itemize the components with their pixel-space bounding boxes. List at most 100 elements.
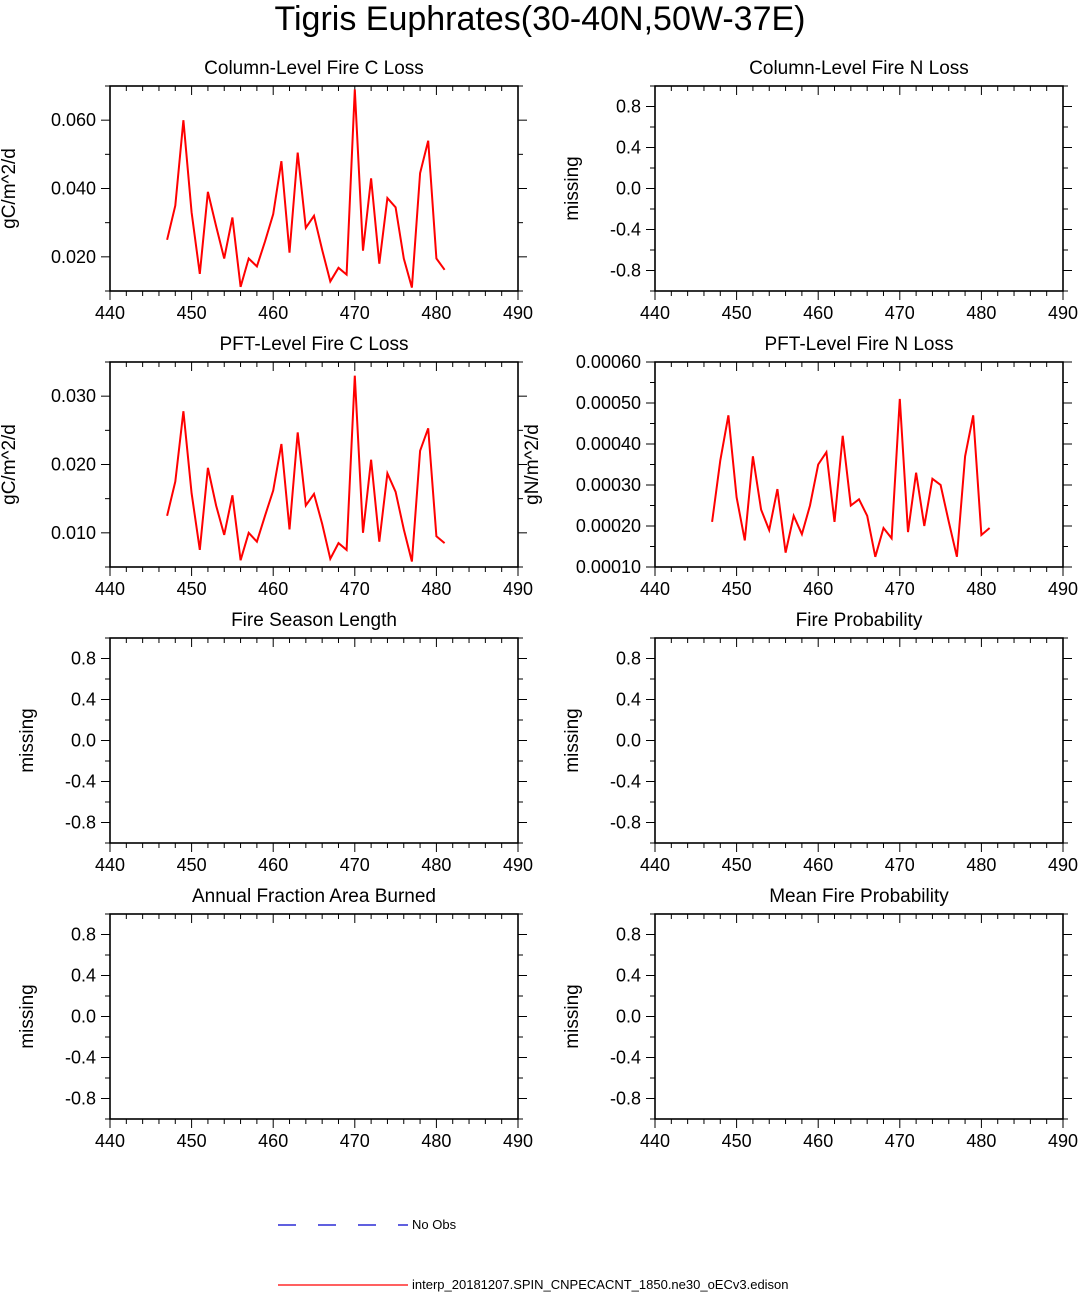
panel-mean-fire-probability: Mean Fire Probability 440 450 460 470 480 490 -…: [562, 886, 1078, 1151]
x-tick-label: 460: [258, 579, 288, 599]
x-tick-label: 450: [177, 303, 207, 323]
y-tick-label: 0.8: [71, 649, 96, 669]
panel-title: Column-Level Fire C Loss: [204, 58, 424, 79]
panel-title: Fire Probability: [796, 610, 923, 631]
x-tick-label: 470: [340, 303, 370, 323]
y-axis-label: missing: [562, 156, 583, 220]
y-tick-label: 0.00030: [576, 475, 641, 495]
x-tick-label: 450: [177, 1131, 207, 1151]
x-tick-label: 450: [177, 855, 207, 875]
y-tick-label: -0.4: [65, 772, 96, 792]
panel-fire-season-length: Fire Season Length 440 450 460 470 480 490 -0.8…: [17, 610, 533, 875]
y-tick-label: 0.0: [616, 731, 641, 751]
y-tick-label: 0.040: [51, 179, 96, 199]
y-tick-label: -0.8: [65, 813, 96, 833]
y-tick-label: -0.4: [610, 772, 641, 792]
x-tick-label: 460: [258, 1131, 288, 1151]
y-tick-label: -0.4: [610, 220, 641, 240]
y-tick-label: 0.060: [51, 110, 96, 130]
y-axis-label: missing: [562, 708, 583, 772]
plot-frame: [654, 85, 1064, 292]
x-tick-label: 480: [966, 303, 996, 323]
y-axis-label: gC/m^2/d: [0, 148, 20, 229]
x-tick-label: 490: [1048, 855, 1078, 875]
y-tick-label: 0.030: [51, 386, 96, 406]
y-tick-label: -0.8: [610, 1089, 641, 1109]
x-tick-label: 460: [803, 579, 833, 599]
legend-no-obs-label: No Obs: [412, 1217, 457, 1232]
plot-frame: [109, 85, 519, 292]
x-tick-label: 440: [95, 303, 125, 323]
plot-frame: [654, 637, 1064, 844]
x-tick-label: 470: [885, 579, 915, 599]
x-tick-label: 440: [95, 1131, 125, 1151]
plot-frame: [109, 361, 519, 568]
panel-title: Column-Level Fire N Loss: [749, 58, 969, 79]
x-tick-label: 470: [340, 1131, 370, 1151]
y-tick-label: 0.8: [71, 925, 96, 945]
x-tick-label: 470: [340, 855, 370, 875]
y-tick-label: 0.4: [71, 966, 96, 986]
y-tick-label: 0.4: [616, 690, 641, 710]
y-tick-label: 0.00050: [576, 393, 641, 413]
plot-frame: [109, 637, 519, 844]
panel-column-level-fire-c-loss: Column-Level Fire C Loss 440 450 460 470 480 4…: [0, 58, 533, 323]
x-tick-label: 450: [722, 579, 752, 599]
x-tick-label: 480: [966, 1131, 996, 1151]
y-tick-label: 0.00010: [576, 557, 641, 577]
x-tick-label: 490: [503, 1131, 533, 1151]
series-line: [166, 89, 446, 288]
x-tick-label: 450: [177, 579, 207, 599]
x-tick-label: 460: [803, 303, 833, 323]
y-tick-label: 0.8: [616, 97, 641, 117]
y-tick-label: 0.0: [71, 731, 96, 751]
x-tick-label: 470: [885, 1131, 915, 1151]
x-tick-label: 440: [95, 855, 125, 875]
panel-title: Fire Season Length: [231, 610, 397, 631]
x-tick-label: 490: [503, 855, 533, 875]
legend-model-label: interp_20181207.SPIN_CNPECACNT_1850.ne30…: [412, 1277, 789, 1292]
x-tick-label: 440: [640, 855, 670, 875]
y-tick-label: 0.00040: [576, 434, 641, 454]
panel-pft-level-fire-c-loss: PFT-Level Fire C Loss 440 450 460 470 480 490 0…: [0, 334, 533, 599]
y-tick-label: 0.8: [616, 925, 641, 945]
x-tick-label: 460: [803, 855, 833, 875]
x-tick-label: 480: [421, 855, 451, 875]
x-tick-label: 480: [421, 1131, 451, 1151]
panel-title: Mean Fire Probability: [769, 886, 949, 907]
x-tick-label: 460: [803, 1131, 833, 1151]
y-axis-label: missing: [17, 708, 38, 772]
y-tick-label: -0.8: [610, 261, 641, 281]
panel-title: Annual Fraction Area Burned: [192, 886, 436, 907]
y-tick-label: -0.8: [65, 1089, 96, 1109]
y-tick-label: 0.4: [71, 690, 96, 710]
x-tick-label: 480: [966, 855, 996, 875]
y-tick-label: 0.0: [616, 179, 641, 199]
y-tick-label: -0.4: [65, 1048, 96, 1068]
x-tick-label: 490: [1048, 1131, 1078, 1151]
y-tick-label: 0.020: [51, 455, 96, 475]
series-line: [166, 375, 446, 562]
x-tick-label: 490: [1048, 579, 1078, 599]
x-tick-label: 490: [1048, 303, 1078, 323]
plot-frame: [654, 913, 1064, 1120]
panels: Column-Level Fire C Loss 440 450 460 470 480 4…: [0, 58, 1078, 1151]
y-tick-label: 0.4: [616, 966, 641, 986]
legend: No Obs interp_20181207.SPIN_CNPECACNT_18…: [278, 1217, 789, 1292]
panel-column-level-fire-n-loss: Column-Level Fire N Loss 440 450 460 470 480 4…: [562, 58, 1078, 323]
x-tick-label: 490: [503, 303, 533, 323]
plot-frame: [109, 913, 519, 1120]
series-line: [711, 398, 991, 558]
y-tick-label: -0.8: [610, 813, 641, 833]
y-tick-label: 0.0: [71, 1007, 96, 1027]
x-tick-label: 480: [966, 579, 996, 599]
x-tick-label: 470: [885, 855, 915, 875]
panel-annual-fraction-area-burned: Annual Fraction Area Burned 440 450 460 470 4…: [17, 886, 533, 1151]
x-tick-label: 440: [640, 303, 670, 323]
x-tick-label: 450: [722, 855, 752, 875]
x-tick-label: 480: [421, 303, 451, 323]
panel-title: PFT-Level Fire N Loss: [765, 334, 954, 355]
x-tick-label: 440: [95, 579, 125, 599]
y-axis-label: missing: [562, 984, 583, 1048]
y-tick-label: 0.020: [51, 247, 96, 267]
